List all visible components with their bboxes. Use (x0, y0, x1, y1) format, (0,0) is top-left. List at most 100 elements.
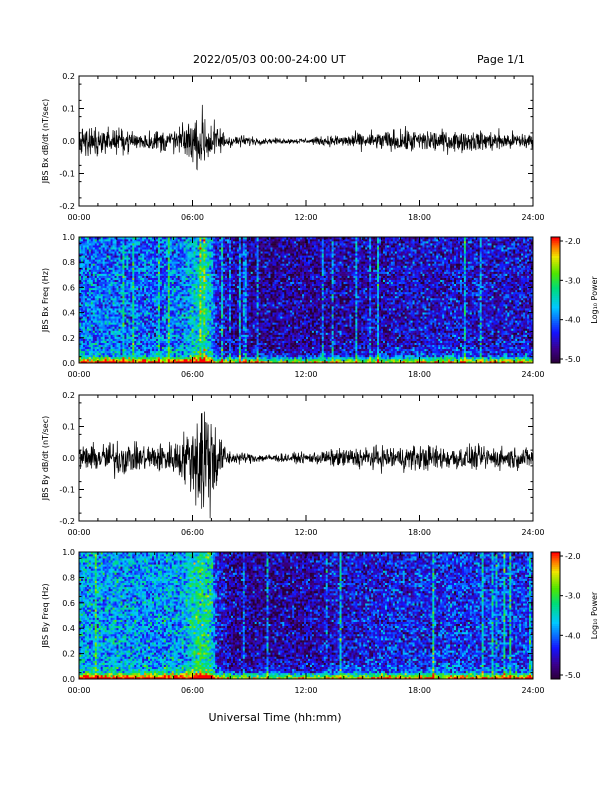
heatmap-cell (111, 349, 113, 351)
heatmap-cell (97, 347, 99, 349)
heatmap-cell (136, 302, 138, 304)
heatmap-cell (132, 265, 134, 267)
heatmap-cell (152, 239, 154, 241)
heatmap-cell (160, 255, 162, 257)
heatmap-cell (99, 310, 101, 312)
heatmap-cell (164, 298, 166, 300)
heatmap-cell (201, 247, 203, 249)
heatmap-cell (156, 345, 158, 347)
heatmap-cell (134, 296, 136, 298)
heatmap-cell (197, 286, 199, 288)
heatmap-cell (117, 243, 119, 245)
heatmap-cell (132, 300, 134, 302)
heatmap-cell (219, 333, 221, 335)
heatmap-cell (225, 320, 227, 322)
heatmap-cell (130, 351, 132, 353)
heatmap-cell (97, 351, 99, 353)
heatmap-cell (199, 265, 201, 267)
heatmap-cell (184, 282, 186, 284)
heatmap-cell (111, 322, 113, 324)
heatmap-cell (211, 261, 213, 263)
heatmap-cell (115, 345, 117, 347)
heatmap-cell (219, 345, 221, 347)
heatmap-cell (162, 239, 164, 241)
heatmap-cell (178, 322, 180, 324)
heatmap-cell (144, 355, 146, 357)
heatmap-cell (205, 245, 207, 247)
heatmap-cell (203, 353, 205, 355)
heatmap-cell (184, 310, 186, 312)
heatmap-cell (180, 330, 182, 332)
heatmap-cell (231, 249, 233, 251)
heatmap-cell (142, 261, 144, 263)
heatmap-cell (231, 324, 233, 326)
heatmap-cell (146, 343, 148, 345)
heatmap-cell (136, 257, 138, 259)
heatmap-cell (120, 267, 122, 269)
heatmap-cell (233, 286, 235, 288)
heatmap-cell (219, 278, 221, 280)
heatmap-cell (120, 328, 122, 330)
heatmap-cell (103, 255, 105, 257)
heatmap-cell (117, 322, 119, 324)
heatmap-cell (142, 267, 144, 269)
heatmap-cell (211, 267, 213, 269)
heatmap-cell (122, 324, 124, 326)
heatmap-cell (199, 310, 201, 312)
heatmap-cell (168, 337, 170, 339)
heatmap-cell (113, 335, 115, 337)
heatmap-cell (193, 349, 195, 351)
heatmap-cell (190, 261, 192, 263)
heatmap-cell (91, 330, 93, 332)
heatmap-cell (93, 314, 95, 316)
heatmap-cell (132, 249, 134, 251)
heatmap-cell (225, 263, 227, 265)
heatmap-cell (128, 261, 130, 263)
heatmap-cell (120, 355, 122, 357)
heatmap-cell (207, 263, 209, 265)
heatmap-cell (152, 306, 154, 308)
heatmap-cell (154, 249, 156, 251)
heatmap-cell (128, 288, 130, 290)
heatmap-cell (120, 298, 122, 300)
heatmap-cell (195, 306, 197, 308)
heatmap-cell (136, 335, 138, 337)
heatmap-cell (233, 337, 235, 339)
heatmap-cell (162, 261, 164, 263)
heatmap-cell (195, 304, 197, 306)
heatmap-cell (99, 314, 101, 316)
heatmap-cell (107, 255, 109, 257)
heatmap-cell (134, 300, 136, 302)
heatmap-cell (85, 343, 87, 345)
heatmap-cell (229, 272, 231, 274)
heatmap-cell (105, 337, 107, 339)
heatmap-cell (148, 257, 150, 259)
heatmap-cell (103, 310, 105, 312)
heatmap-cell (85, 284, 87, 286)
heatmap-cell (103, 353, 105, 355)
heatmap-cell (136, 267, 138, 269)
heatmap-cell (97, 330, 99, 332)
heatmap-cell (156, 324, 158, 326)
heatmap-cell (168, 298, 170, 300)
heatmap-cell (207, 337, 209, 339)
heatmap-cell (162, 312, 164, 314)
heatmap-cell (91, 310, 93, 312)
heatmap-cell (188, 290, 190, 292)
heatmap-cell (120, 335, 122, 337)
heatmap-cell (105, 276, 107, 278)
heatmap-cell (162, 274, 164, 276)
heatmap-cell (221, 298, 223, 300)
heatmap-cell (184, 241, 186, 243)
heatmap-cell (223, 270, 225, 272)
heatmap-cell (233, 345, 235, 347)
heatmap-cell (203, 245, 205, 247)
heatmap-cell (186, 272, 188, 274)
heatmap-cell (122, 272, 124, 274)
heatmap-cell (160, 322, 162, 324)
heatmap-cell (152, 267, 154, 269)
heatmap-cell (142, 351, 144, 353)
heatmap-cell (225, 310, 227, 312)
heatmap-cell (93, 316, 95, 318)
heatmap-cell (176, 272, 178, 274)
